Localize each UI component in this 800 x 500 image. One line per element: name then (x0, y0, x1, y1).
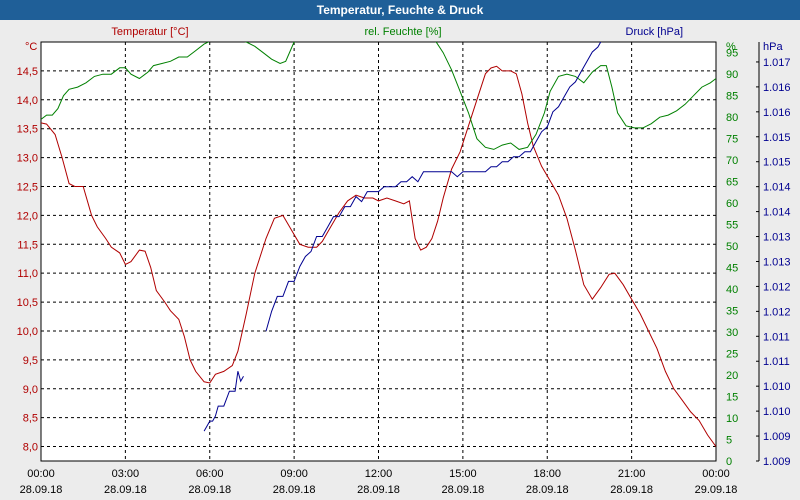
y-tick-humidity: 20 (726, 370, 738, 382)
x-tick-time: 03:00 (112, 468, 140, 480)
x-tick-time: 00:00 (702, 468, 730, 480)
y-tick-humidity: 25 (726, 349, 738, 361)
x-tick-time: 00:00 (27, 468, 55, 480)
y-tick-pressure: 1.009 (763, 431, 791, 443)
y-tick-humidity: 95 (726, 48, 738, 60)
y-tick-humidity: 0 (726, 456, 732, 468)
y-tick-pressure: 1.014 (763, 182, 791, 194)
y-tick-temperature: 14,0 (17, 95, 38, 107)
y-tick-temperature: 9,0 (23, 384, 38, 396)
y-tick-humidity: 55 (726, 220, 738, 232)
series-name: Druck [hPa] (626, 26, 683, 38)
series-layer (41, 42, 716, 447)
y-tick-humidity: 45 (726, 263, 738, 275)
y-tick-humidity: 60 (726, 198, 738, 210)
y-unit-humidity: % (726, 41, 736, 53)
series-name: rel. Feuchte [%] (364, 26, 441, 38)
y-tick-humidity: 90 (726, 69, 738, 81)
chart: 00:00 28.09.18 03:00 28.09.18 06:00 28.09.18 0… (17, 26, 791, 496)
series-name: Temperatur [°C] (111, 26, 188, 38)
x-tick-time: 15:00 (449, 468, 477, 480)
y-tick-pressure: 1.013 (763, 232, 791, 244)
y-tick-humidity: 10 (726, 413, 738, 425)
x-tick-date: 28.09.18 (526, 484, 569, 496)
y-tick-humidity: 30 (726, 327, 738, 339)
y-tick-pressure: 1.012 (763, 306, 791, 318)
x-tick-date: 28.09.18 (188, 484, 231, 496)
x-tick-time: 09:00 (280, 468, 308, 480)
y-tick-humidity: 15 (726, 392, 738, 404)
x-tick-time: 21:00 (618, 468, 646, 480)
y-tick-temperature: 14,5 (17, 66, 38, 78)
y-tick-pressure: 1.013 (763, 256, 791, 268)
x-tick-date: 28.09.18 (610, 484, 653, 496)
y-tick-humidity: 75 (726, 134, 738, 146)
y-tick-temperature: 10,5 (17, 297, 38, 309)
y-tick-pressure: 1.016 (763, 82, 791, 94)
y-tick-humidity: 50 (726, 241, 738, 253)
y-tick-temperature: 12,0 (17, 210, 38, 222)
y-tick-pressure: 1.009 (763, 456, 791, 468)
y-tick-pressure: 1.012 (763, 281, 791, 293)
y-tick-temperature: 13,0 (17, 153, 38, 165)
x-tick-date: 28.09.18 (104, 484, 147, 496)
y-tick-humidity: 70 (726, 155, 738, 167)
y-tick-temperature: 11,0 (17, 268, 38, 280)
y-tick-humidity: 65 (726, 177, 738, 189)
y-tick-humidity: 40 (726, 284, 738, 296)
x-tick-date: 28.09.18 (20, 484, 63, 496)
y-tick-temperature: 11,5 (17, 239, 38, 251)
y-tick-temperature: 9,5 (23, 355, 38, 367)
y-unit-temperature: °C (25, 41, 37, 53)
x-tick-date: 28.09.18 (273, 484, 316, 496)
y-tick-pressure: 1.017 (763, 57, 791, 69)
grid (41, 42, 716, 461)
y-tick-pressure: 1.011 (763, 331, 790, 343)
series-line-pressure (265, 42, 602, 332)
y-tick-pressure: 1.014 (763, 207, 791, 219)
series-line-humidity (435, 42, 716, 150)
axes-layer: 00:00 28.09.18 03:00 28.09.18 06:00 28.09.18 0… (17, 26, 791, 496)
chart-title: Temperatur, Feuchte & Druck (0, 0, 800, 20)
series-line-humidity (41, 42, 297, 120)
y-tick-humidity: 5 (726, 435, 732, 447)
y-tick-humidity: 35 (726, 306, 738, 318)
y-tick-temperature: 12,5 (17, 181, 38, 193)
y-tick-pressure: 1.015 (763, 157, 791, 169)
y-tick-pressure: 1.011 (763, 356, 790, 368)
x-tick-time: 18:00 (533, 468, 561, 480)
x-tick-time: 06:00 (196, 468, 224, 480)
y-tick-pressure: 1.010 (763, 381, 791, 393)
y-tick-pressure: 1.016 (763, 107, 791, 119)
y-tick-temperature: 13,5 (17, 124, 38, 136)
y-tick-humidity: 85 (726, 91, 738, 103)
x-tick-date: 28.09.18 (357, 484, 400, 496)
series-line-pressure (203, 371, 244, 432)
y-tick-temperature: 8,5 (23, 413, 38, 425)
x-tick-date: 29.09.18 (695, 484, 738, 496)
y-tick-temperature: 8,0 (23, 442, 38, 454)
y-tick-humidity: 80 (726, 112, 738, 124)
y-tick-pressure: 1.015 (763, 132, 791, 144)
x-tick-time: 12:00 (365, 468, 393, 480)
x-tick-date: 28.09.18 (441, 484, 484, 496)
y-unit-pressure: hPa (763, 41, 783, 53)
y-tick-temperature: 10,0 (17, 326, 38, 338)
series-line-temperature (41, 65, 716, 447)
y-tick-pressure: 1.010 (763, 406, 791, 418)
